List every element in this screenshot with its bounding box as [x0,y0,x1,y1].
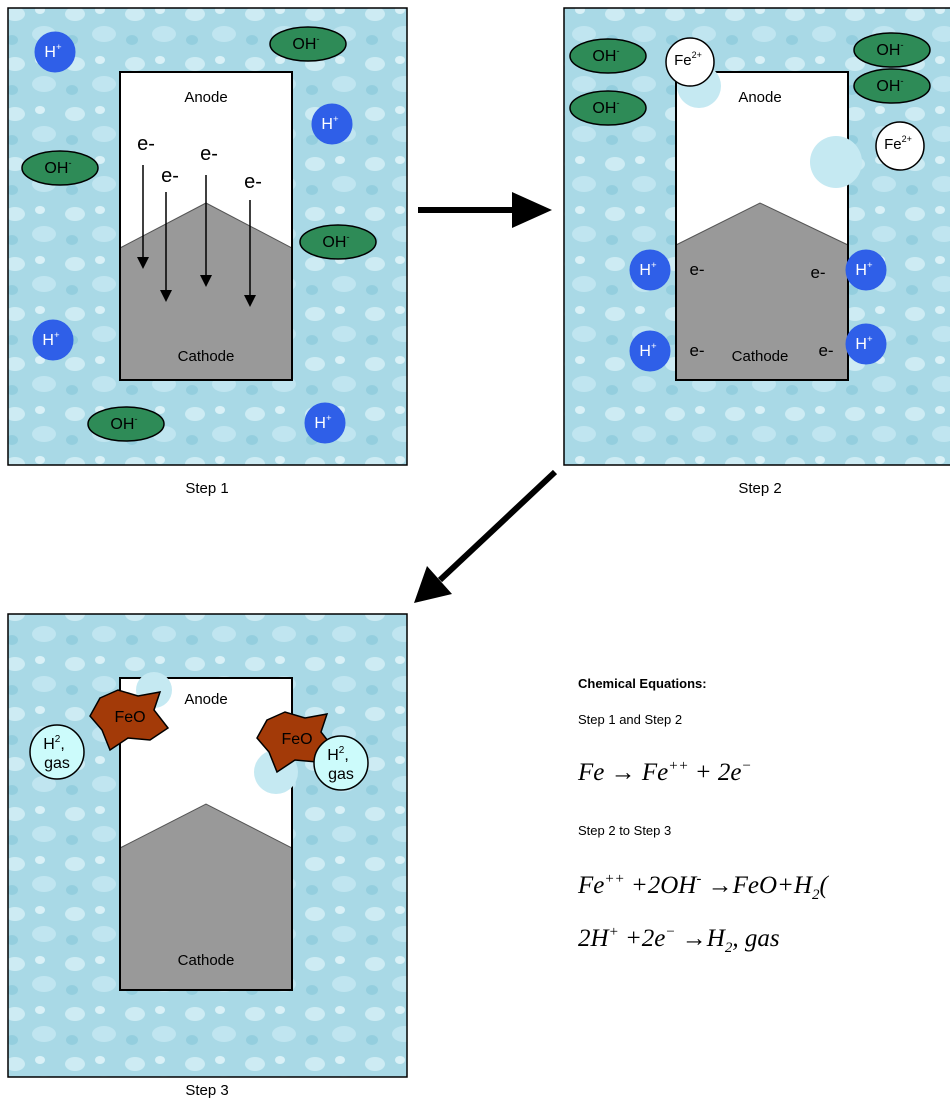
caption: Step 1 [185,480,228,497]
anode-label: Anode [184,89,227,106]
ion-label: OH- [110,414,137,433]
ion-charge: 2+ [692,50,702,60]
ion-charge: - [346,232,349,243]
equation-text: Fe [577,872,604,899]
arrows [414,192,555,603]
ion-label: OH- [592,98,619,117]
anode-label: Anode [184,691,227,708]
ion-charge: + [333,114,339,125]
equation-sup: − [741,758,751,774]
equation-sup: ++ [604,871,624,887]
gas-label: gas [328,766,354,783]
ion-charge: + [56,42,62,53]
caption: Step 2 [738,480,781,497]
ion-base: Fe [674,52,692,69]
cathode-label: Cathode [178,348,235,365]
ion-charge: - [616,46,619,57]
electron-label: e- [200,143,218,165]
ion-base: H [321,116,333,133]
ion-base: OH [110,416,134,433]
gas-suffix: , [60,736,64,753]
ion-charge: + [326,413,332,424]
cathode-label: Cathode [178,952,235,969]
ion-charge: + [54,330,60,341]
ion-label: OH- [322,232,349,251]
equation-text: +2e [619,925,666,952]
electron-label: e- [244,171,262,193]
equation-text: Fe → Fe [577,759,668,786]
ion-base: OH [592,48,616,65]
ion-label: OH- [292,34,319,53]
ion-charge: - [134,414,137,425]
ion-charge: - [900,40,903,51]
equation-sup: ++ [668,758,688,774]
ion-charge: - [900,76,903,87]
gas-label: H2, [43,734,65,753]
equation: 2H+ +2e− →H2, gas [578,924,780,956]
gas-base: H [43,736,55,753]
feo-label: FeO [281,731,312,748]
electron-label: e- [810,263,825,282]
caption: Step 3 [185,1082,228,1099]
ion-charge: + [867,334,873,345]
ion-base: OH [44,160,68,177]
electron-label: e- [818,341,833,360]
ion-label: OH- [592,46,619,65]
ion-base: H [855,336,867,353]
equations-title: Chemical Equations: [578,676,707,691]
ion-base: H [639,343,651,360]
ion-base: H [314,415,326,432]
ion-base: Fe [884,136,902,153]
ion-base: OH [292,36,316,53]
equation-text: +2OH [625,872,699,899]
section-label: Step 2 to Step 3 [578,823,671,838]
gas-label: H2, [327,745,349,764]
ion-charge: - [68,158,71,169]
gas-suffix: , [344,747,348,764]
ion-charge: + [651,341,657,352]
ion-charge: - [316,34,319,45]
electron-label: e- [137,133,155,155]
ion-label: OH- [876,76,903,95]
ion-charge: + [651,260,657,271]
electron-label: e- [161,165,179,187]
equation-text: ( [819,872,829,899]
gas-label: gas [44,755,70,772]
equation-text: , gas [732,925,779,952]
anode-label: Anode [738,89,781,106]
electron-label: e- [689,260,704,279]
panel-3 [8,614,407,1077]
ion-base: H [639,262,651,279]
gas-base: H [327,747,339,764]
ion-label: OH- [876,40,903,59]
equation-text: 2H [578,925,611,952]
equation: Fe → Fe++ + 2e− [577,758,752,786]
ion-charge: - [616,98,619,109]
equation-sup: − [665,924,675,940]
ion-base: H [42,332,54,349]
feo-label: FeO [114,709,145,726]
equation-text: →H [676,925,727,952]
equation-sup: + [609,924,619,940]
ion-base: OH [322,234,346,251]
diagram: Step 1 Step 2 Step 3 Anode Cathode Anode… [0,0,950,1099]
ion-charge: 2+ [902,134,912,144]
ion-base: H [855,262,867,279]
equation-text: + 2e [688,759,741,786]
ion-base: H [44,44,56,61]
ion-base: OH [876,78,900,95]
equation: Fe++ +2OH- →FeO+H2( [577,871,829,903]
electron-label: e- [689,341,704,360]
ion-base: OH [592,100,616,117]
equation-text: →FeO+H [701,872,814,899]
section-label: Step 1 and Step 2 [578,712,682,727]
cathode-label: Cathode [732,348,789,365]
ion-charge: + [867,260,873,271]
ion-label: OH- [44,158,71,177]
ion-base: OH [876,42,900,59]
